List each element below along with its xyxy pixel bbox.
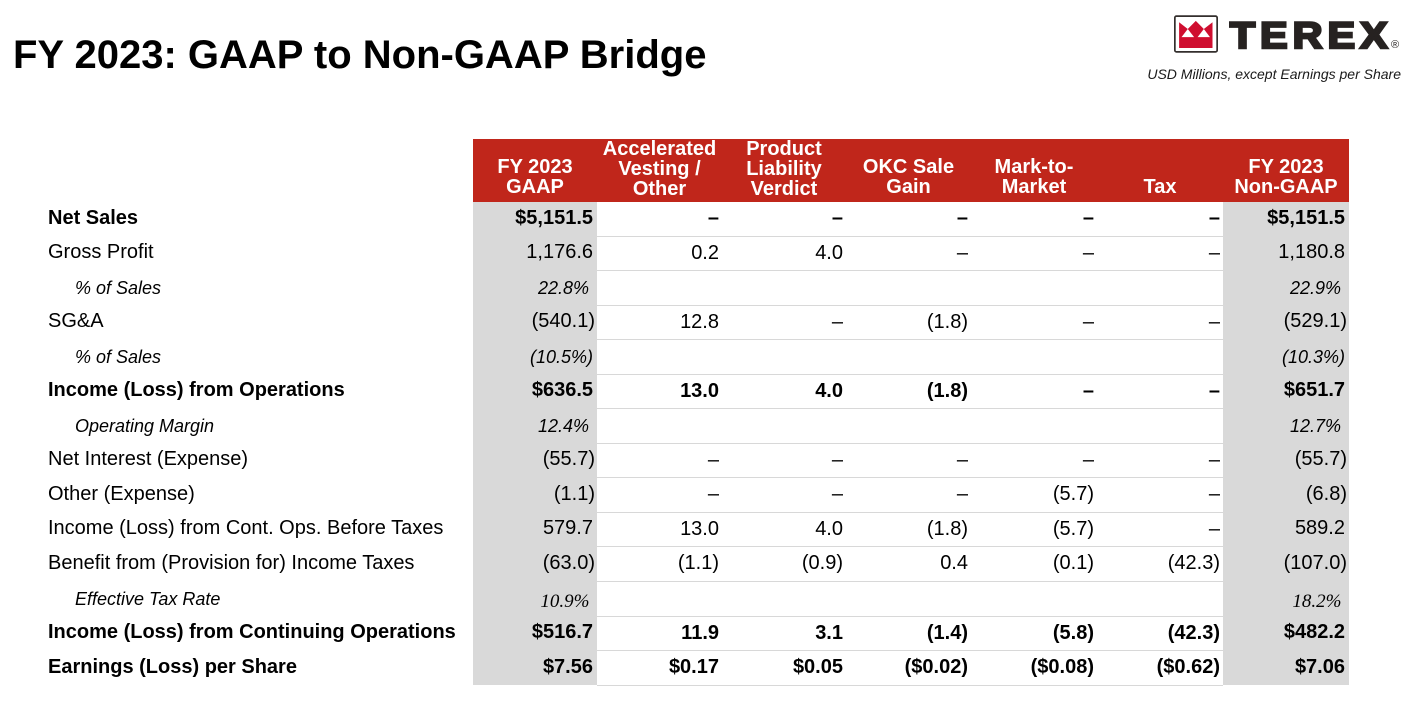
svg-text:®: ® [1391, 39, 1399, 51]
svg-text:TEREX: TEREX [1230, 15, 1393, 55]
